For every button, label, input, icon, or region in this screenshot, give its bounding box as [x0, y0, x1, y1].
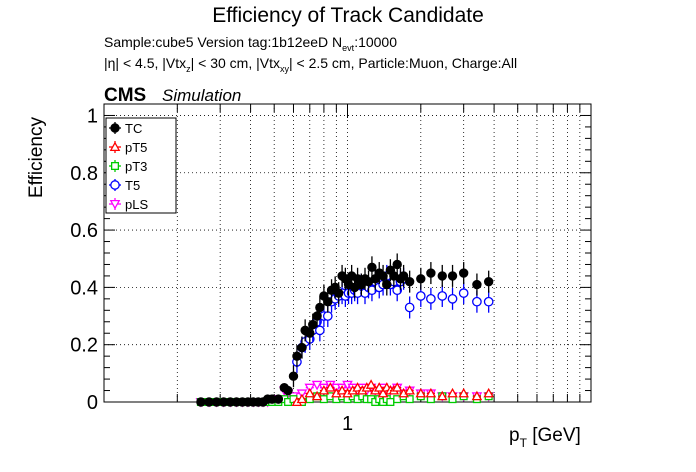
- marker-point: [483, 296, 494, 307]
- sample-info-sub: evt: [342, 43, 355, 53]
- marker-point: [110, 180, 120, 190]
- marker-point: [336, 385, 348, 395]
- marker-point: [110, 161, 120, 171]
- cut-vtx: | < 30 cm, |Vtx: [190, 55, 280, 71]
- marker-point: [109, 141, 121, 152]
- y-tick-label: 0.6: [70, 220, 98, 242]
- marker-point: [416, 274, 426, 284]
- marker-point: [304, 387, 316, 398]
- cut-particle: | < 2.5 cm, Particle:Muon, Charge:All: [288, 55, 518, 71]
- cms-label: CMS: [104, 85, 147, 106]
- y-tick-label: 0.4: [70, 277, 98, 299]
- legend-label-pls: pLS: [125, 197, 148, 212]
- marker-point: [352, 382, 363, 392]
- marker-point: [311, 390, 323, 401]
- cut-z-sub: z: [186, 64, 191, 74]
- x-axis-label-unit: [GeV]: [526, 425, 581, 446]
- marker-point: [273, 394, 284, 404]
- series-tc: [196, 253, 494, 407]
- marker-point: [297, 342, 307, 353]
- marker-point: [315, 302, 325, 313]
- marker-point: [404, 302, 415, 313]
- marker-point: [322, 311, 333, 321]
- cut-xy-sub: xy: [279, 64, 289, 74]
- marker-point: [311, 380, 323, 391]
- marker-point: [333, 288, 344, 298]
- marker-point: [323, 297, 333, 307]
- marker-point: [382, 279, 392, 290]
- marker-point: [398, 271, 409, 281]
- legend-label-tc: TC: [125, 121, 142, 136]
- grid-layer: [104, 104, 591, 402]
- marker-point: [458, 268, 469, 278]
- marker-point: [436, 390, 448, 401]
- sample-info: Sample:cube5 Version tag:1b12eeD Nevt:10…: [104, 34, 397, 53]
- marker-point: [196, 397, 206, 407]
- marker-point: [458, 288, 469, 298]
- marker-point: [378, 271, 388, 281]
- marker-point: [483, 387, 494, 398]
- marker-point: [292, 351, 302, 361]
- sample-info-rest: :10000: [354, 34, 398, 50]
- marker-point: [483, 276, 494, 287]
- marker-point: [283, 385, 293, 396]
- cut-eta: |η| < 4.5, |Vtx: [104, 55, 187, 71]
- marker-point: [109, 199, 121, 210]
- marker-point: [377, 387, 389, 398]
- axis-layer: 0 0.2 0.4 0.6 0.8 1 1: [70, 104, 592, 435]
- marker-point: [447, 293, 458, 304]
- y-tick-label: 0.2: [70, 335, 98, 357]
- marker-point: [458, 387, 469, 398]
- x-axis-label-main: p: [509, 425, 520, 446]
- marker-point: [305, 328, 315, 338]
- marker-point: [325, 382, 336, 392]
- marker-point: [373, 382, 385, 392]
- marker-point: [425, 387, 437, 398]
- marker-point: [447, 387, 458, 398]
- marker-point: [391, 382, 403, 392]
- series-t5: [292, 264, 494, 373]
- marker-point: [404, 276, 415, 287]
- x-tick-label: 1: [342, 413, 353, 435]
- x-axis-label-sub: T: [519, 436, 527, 450]
- marker-point: [392, 259, 402, 270]
- legend-label-pt3: pT3: [125, 159, 147, 174]
- marker-point: [386, 397, 395, 407]
- legend-label-t5: T5: [125, 178, 140, 193]
- y-tick-label: 0: [87, 392, 98, 414]
- marker-point: [472, 279, 482, 290]
- marker-point: [447, 271, 458, 281]
- marker-point: [415, 291, 426, 301]
- legend-label-pt5: pT5: [125, 140, 147, 155]
- marker-point: [288, 371, 299, 381]
- marker-point: [404, 385, 415, 395]
- x-axis-label: pT [GeV]: [509, 425, 581, 450]
- marker-point: [426, 268, 436, 278]
- y-tick-label: 0.8: [70, 163, 98, 185]
- marker-point: [392, 285, 403, 296]
- marker-point: [315, 325, 325, 336]
- selection-cuts: |η| < 4.5, |Vtxz| < 30 cm, |Vtxxy| < 2.5…: [104, 55, 517, 74]
- simulation-label: Simulation: [162, 86, 242, 105]
- marker-point: [415, 387, 427, 398]
- marker-point: [472, 296, 482, 307]
- chart-title: Efficiency of Track Candidate: [212, 4, 484, 27]
- legend: TC pT5 pT3 T5 pLS: [105, 117, 177, 214]
- marker-point: [426, 293, 436, 304]
- marker-point: [312, 311, 322, 321]
- marker-point: [296, 393, 308, 404]
- sample-info-text: Sample:cube5 Version tag:1b12eeD N: [104, 34, 343, 50]
- marker-point: [437, 291, 448, 301]
- marker-point: [471, 390, 483, 401]
- y-tick-label: 1: [87, 105, 98, 127]
- data-layer: [195, 253, 494, 408]
- marker-point: [405, 395, 414, 404]
- marker-point: [437, 271, 447, 281]
- marker-point: [308, 319, 318, 330]
- marker-point: [365, 379, 377, 389]
- marker-point: [110, 123, 120, 133]
- marker-point: [367, 262, 377, 273]
- series-pt5: [291, 379, 494, 407]
